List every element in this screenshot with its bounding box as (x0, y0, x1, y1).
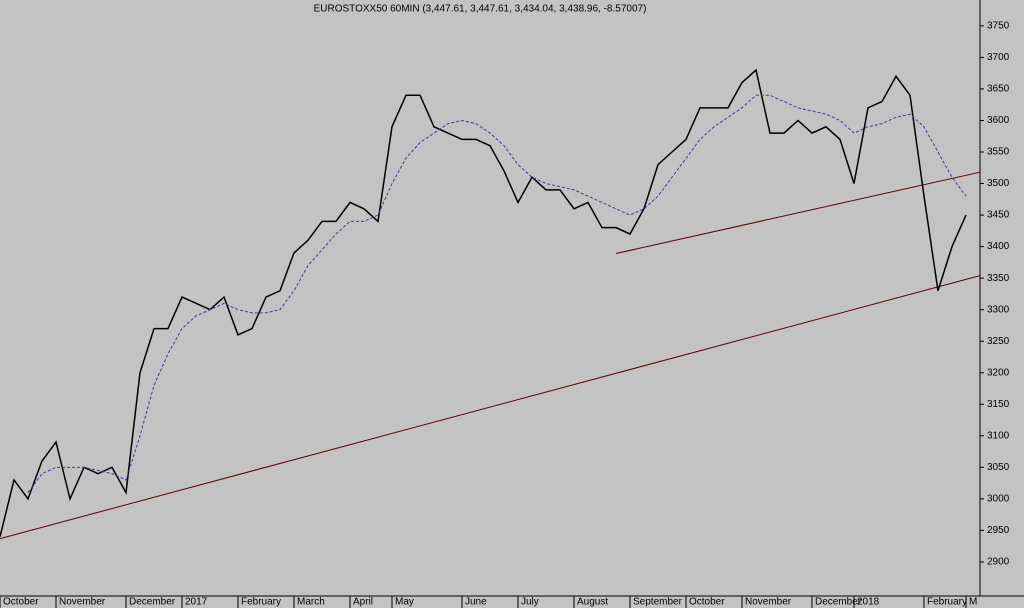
y-tick-label: 3150 (987, 399, 1010, 410)
x-tick-label: September (633, 597, 683, 608)
x-tick-label: July (521, 597, 539, 608)
y-tick-label: 2900 (987, 557, 1010, 568)
x-tick-label: March (297, 597, 325, 608)
x-tick-label: M (969, 597, 977, 608)
x-tick-label: May (395, 597, 414, 608)
y-tick-label: 3600 (987, 115, 1010, 126)
y-tick-label: 2950 (987, 525, 1010, 536)
trend-line (0, 275, 981, 540)
trend-line (615, 171, 981, 255)
y-tick-label: 3100 (987, 430, 1010, 441)
x-tick-label: November (59, 597, 106, 608)
y-tick-label: 3050 (987, 462, 1010, 473)
x-tick-label: August (577, 597, 608, 608)
x-tick-label: April (353, 597, 373, 608)
x-tick-label: 2018 (857, 597, 880, 608)
moving-average (27, 94, 967, 493)
y-tick-label: 3350 (987, 273, 1010, 284)
price-line (0, 68, 967, 537)
y-tick-label: 3700 (987, 52, 1010, 63)
x-tick-label: December (815, 597, 862, 608)
y-tick-label: 3550 (987, 147, 1010, 158)
x-tick-label: February (241, 597, 281, 608)
y-tick-label: 3000 (987, 494, 1010, 505)
y-tick-label: 3750 (987, 20, 1010, 31)
x-tick-label: November (745, 597, 792, 608)
y-tick-label: 3300 (987, 304, 1010, 315)
y-tick-label: 3450 (987, 210, 1010, 221)
x-tick-label: February (927, 597, 967, 608)
x-tick-label: June (465, 597, 487, 608)
x-tick-label: December (129, 597, 176, 608)
y-tick-label: 3500 (987, 178, 1010, 189)
y-tick-label: 3400 (987, 241, 1010, 252)
x-tick-label: October (689, 597, 725, 608)
y-tick-label: 3250 (987, 336, 1010, 347)
x-tick-label: 2017 (185, 597, 208, 608)
x-tick-label: October (3, 597, 39, 608)
y-tick-label: 3200 (987, 367, 1010, 378)
y-tick-label: 3650 (987, 84, 1010, 95)
chart-title: EUROSTOXX50 60MIN (3,447.61, 3,447.61, 3… (314, 4, 647, 15)
